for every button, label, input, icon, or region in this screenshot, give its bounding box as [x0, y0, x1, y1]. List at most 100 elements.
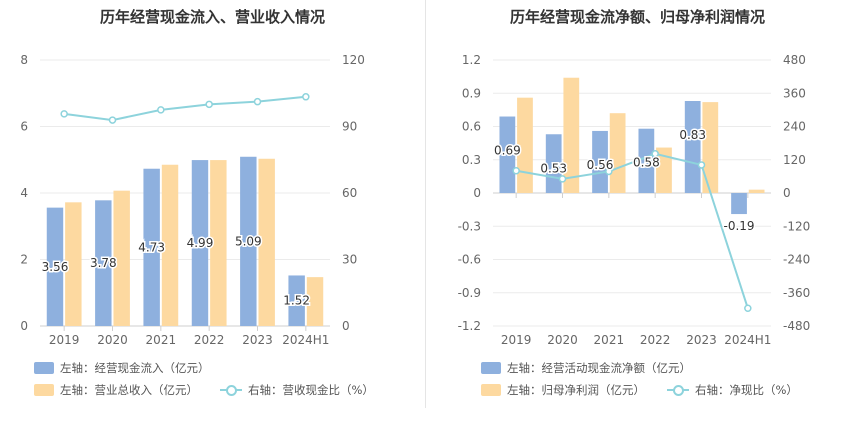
data-label: 0.53: [540, 161, 567, 175]
y-left-tick-label: -0.9: [458, 286, 481, 300]
y-left-tick-label: 1.2: [462, 53, 481, 67]
y-left-tick-label: 8: [20, 53, 28, 67]
y-right-tick-label: 90: [342, 120, 357, 134]
data-label: 0.69: [494, 144, 521, 158]
y-left-tick-label: -0.6: [458, 253, 481, 267]
bar-series-2: [258, 158, 275, 326]
y-right-tick-label: -120: [783, 219, 810, 233]
bar-series-1: [638, 128, 655, 193]
bar-series-2: [161, 164, 179, 326]
line-point: [108, 116, 117, 124]
chart-panel-right: 历年经营现金流净额、归母净利润情况 -1.2 -0.9 -0.6 -0.3 0 0.3 0.…: [425, 0, 850, 437]
legend-label: 左轴：营业总收入（亿元）: [60, 383, 198, 397]
data-label: 4.73: [138, 240, 165, 254]
legend-label: 右轴：营收现金比（%）: [248, 383, 374, 397]
x-tick-label: 2023: [242, 333, 273, 347]
line-point: [697, 161, 706, 169]
y-right-tick-label: 480: [783, 53, 806, 67]
line-point: [558, 175, 567, 183]
bar-series-2: [210, 160, 227, 326]
x-tick-label: 2020: [97, 333, 128, 347]
bar-series-2: [517, 97, 533, 193]
x-tick-label: 2020: [547, 333, 578, 347]
data-label: 3.56: [42, 260, 69, 274]
y-left-tick-label: 6: [20, 120, 28, 134]
y-left-tick-label: 0.3: [462, 153, 481, 167]
chart-title: 历年经营现金流净额、归母净利润情况: [509, 8, 765, 26]
legend-label: 左轴：归母净利润（亿元）: [507, 383, 645, 397]
legend-item-series-2[interactable]: 左轴：归母净利润（亿元）: [481, 382, 645, 398]
chart-plot: -1.2 -0.9 -0.6 -0.3 0 0.3 0.6 0.9 1.2 -480 -360 -24…: [458, 53, 811, 347]
legend-swatch-line: [667, 384, 689, 396]
legend-label: 左轴：经营现金流入（亿元）: [60, 361, 210, 375]
line-point: [651, 150, 659, 158]
bar-series-1: [592, 130, 608, 193]
chart-legend: 左轴：经营现金流入（亿元） 左轴：营业总收入（亿元） 右轴：营收现金比（%）: [34, 360, 424, 400]
x-tick-label: 2019: [49, 333, 80, 347]
y-right-tick-label: 120: [783, 153, 806, 167]
y-left-tick-label: -1.2: [458, 319, 481, 333]
chart-plot: 0 2 4 6 8 0 30 60 90 120 2019 2020 2021 2022 2023 2024H…: [20, 53, 365, 347]
line-point: [744, 304, 752, 313]
bar-series-1: [684, 101, 701, 193]
y-left-tick-label: 4: [20, 186, 28, 200]
legend-item-series-3[interactable]: 右轴：营收现金比（%）: [220, 382, 374, 398]
line-series-3: [64, 95, 306, 122]
legend-item-series-2[interactable]: 左轴：营业总收入（亿元）: [34, 382, 198, 398]
y-left-tick-label: 0: [20, 319, 28, 333]
bar-series-1: [499, 116, 516, 193]
bar-series-1: [46, 207, 64, 326]
chart-panel-left: 历年经营现金流入、营业收入情况 0 2 4 6 8 0 30 60 90 120 2019 2020 2…: [20, 8, 424, 400]
legend-item-series-1[interactable]: 左轴：经营活动现金流净额（亿元）: [481, 360, 691, 376]
data-label: 3.78: [90, 256, 117, 270]
bar-series-1: [143, 168, 160, 326]
y-left-tick-label: 0.9: [462, 86, 481, 100]
legend-swatch-bar-blue: [481, 362, 501, 374]
y-right-tick-label: 120: [342, 53, 365, 67]
x-tick-label: 2019: [501, 333, 532, 347]
bar-series-2: [306, 277, 324, 326]
y-left-tick-label: 0: [473, 186, 481, 200]
x-tick-label: 2022: [640, 333, 671, 347]
line-point: [205, 100, 213, 109]
bar-series-2: [113, 190, 130, 326]
bar-series-1: [240, 156, 257, 326]
legend-swatch-bar-blue: [34, 362, 54, 374]
y-right-tick-label: 30: [342, 253, 357, 267]
x-tick-label: 2021: [146, 333, 177, 347]
line-point: [253, 97, 262, 106]
data-label: 0.56: [587, 158, 614, 172]
legend-label: 右轴：净现比（%）: [695, 383, 798, 397]
x-tick-label: 2024H1: [724, 333, 771, 347]
bar-series-1: [731, 193, 747, 215]
legend-item-series-3[interactable]: 右轴：净现比（%）: [667, 382, 798, 398]
y-right-tick-label: 240: [783, 120, 806, 134]
line-series-3: [515, 152, 749, 309]
y-right-tick-label: 360: [783, 86, 806, 100]
bar-series-1: [191, 160, 209, 326]
chart-legend: 左轴：经营活动现金流净额（亿元） 左轴：归母净利润（亿元） 右轴：净现比（%）: [481, 360, 850, 400]
panel-divider: [425, 0, 426, 408]
y-right-tick-label: -480: [783, 319, 810, 333]
x-tick-label: 2023: [686, 333, 717, 347]
legend-label: 左轴：经营活动现金流净额（亿元）: [507, 361, 691, 375]
bar-series-2: [748, 189, 765, 193]
legend-swatch-line: [220, 384, 242, 396]
bar-series-2: [563, 77, 580, 193]
line-point: [512, 167, 520, 175]
y-left-tick-label: 0.6: [462, 120, 481, 134]
line-point: [60, 110, 68, 118]
y-right-tick-label: 0: [783, 186, 791, 200]
line-point: [157, 106, 165, 114]
y-left-tick-label: -0.3: [458, 219, 481, 233]
legend-item-series-1[interactable]: 左轴：经营现金流入（亿元）: [34, 360, 210, 376]
data-label: -0.19: [723, 219, 754, 233]
bar-series-1: [288, 275, 305, 326]
line-point: [302, 93, 310, 101]
bar-series-2: [65, 202, 82, 326]
bar-series-2: [609, 113, 626, 193]
bar-series-2: [702, 102, 719, 193]
data-label: 5.09: [235, 234, 262, 248]
y-right-tick-label: -360: [783, 286, 810, 300]
data-label: 0.83: [679, 128, 706, 142]
